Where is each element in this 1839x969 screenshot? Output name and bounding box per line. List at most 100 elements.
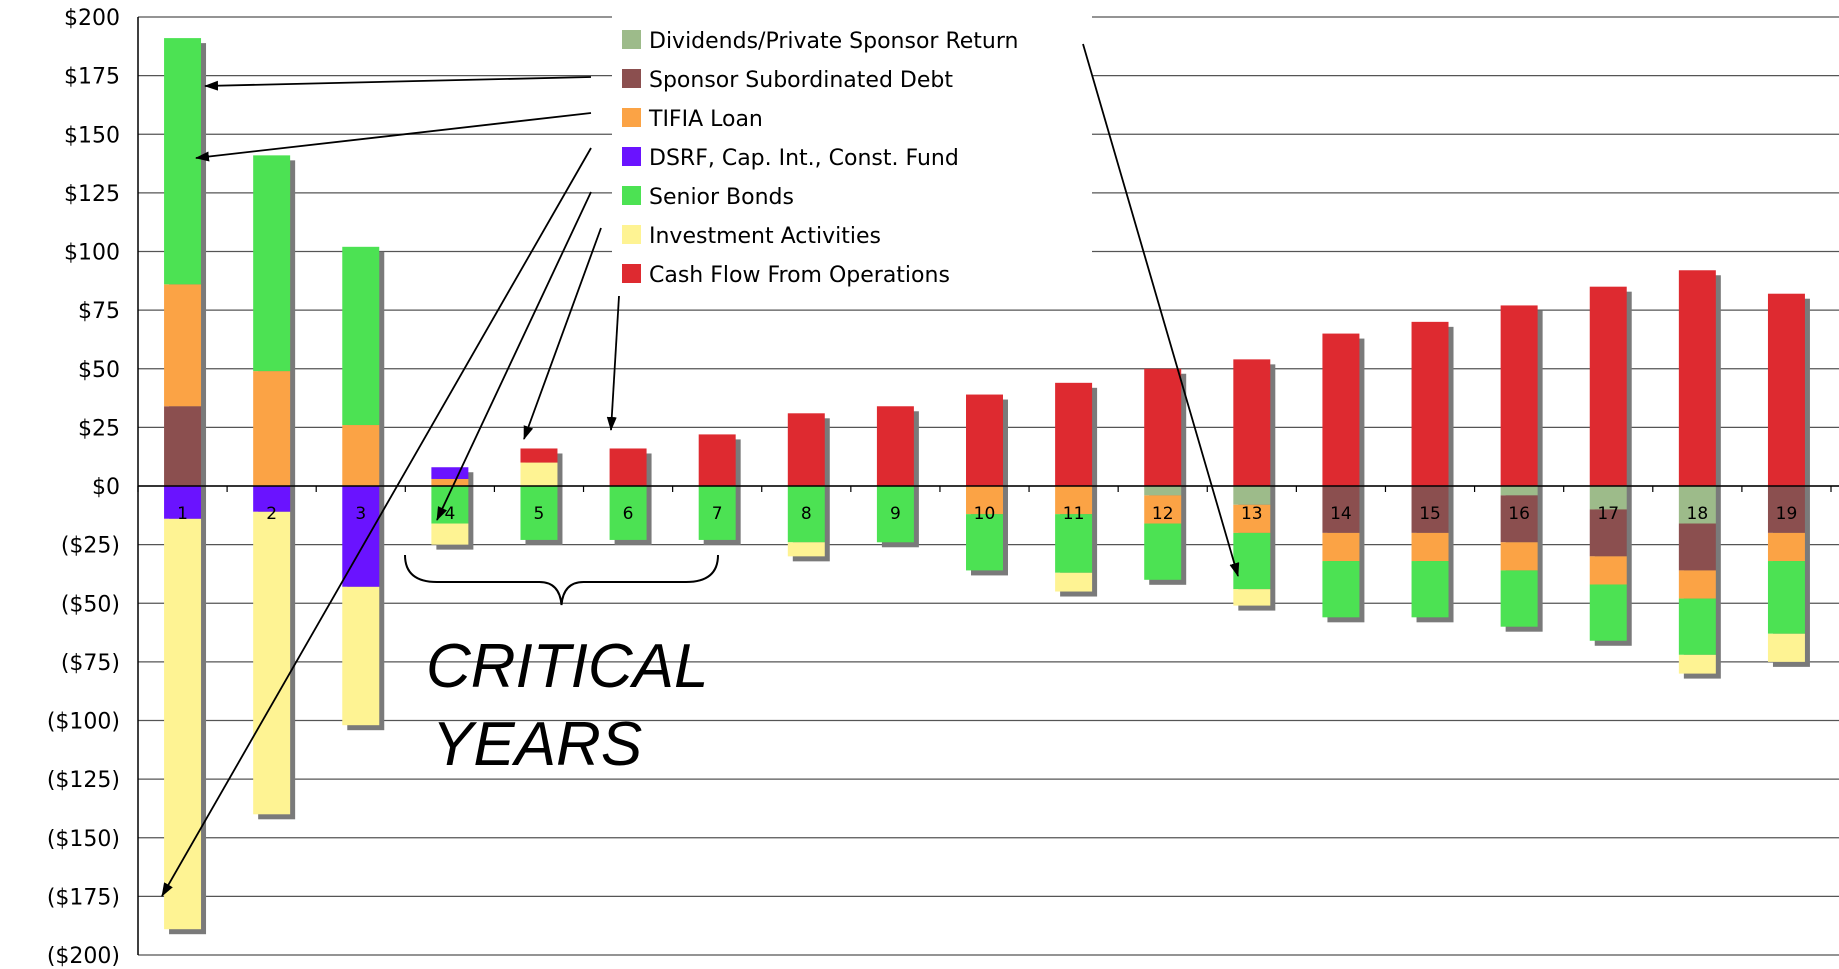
bar-segment: [1589, 584, 1627, 641]
bar-segment: [1233, 359, 1271, 486]
category-label: 7: [712, 504, 723, 524]
y-tick-label: $100: [64, 241, 120, 266]
bar-segment: [1678, 486, 1716, 524]
category-label: 9: [890, 504, 901, 524]
bar-segment: [1589, 286, 1627, 486]
category-label: 8: [801, 504, 812, 524]
legend-swatch: [622, 30, 641, 49]
bar-segment: [1322, 532, 1360, 562]
bar-segment: [609, 448, 647, 486]
bar-segment: [520, 448, 558, 463]
category-label: 10: [974, 504, 996, 524]
bar-segment: [1411, 321, 1449, 486]
bar-segment: [787, 486, 825, 543]
bar-segment: [1055, 572, 1093, 592]
bar-segment: [342, 586, 380, 726]
category-label: 15: [1419, 504, 1441, 524]
category-label: 18: [1687, 504, 1709, 524]
y-tick-label: ($200): [47, 944, 120, 969]
legend-swatch: [622, 108, 641, 127]
bar-segments: [164, 38, 1805, 930]
bar-segment: [164, 518, 202, 930]
y-tick-label: $125: [64, 182, 120, 207]
category-label: 14: [1330, 504, 1352, 524]
bar-segment: [1144, 523, 1182, 580]
bar-segment: [966, 394, 1003, 486]
bar-segment: [1767, 633, 1805, 662]
y-tick-label: $175: [64, 65, 120, 90]
bar-segment: [787, 413, 825, 486]
annotation-arrow: [195, 112, 592, 162]
bar-segment: [1411, 561, 1449, 618]
bar-segment: [1500, 542, 1538, 571]
critical-label-line2: YEARS: [432, 710, 642, 779]
bar-segment: [253, 371, 291, 486]
category-label: 6: [623, 504, 634, 524]
y-tick-label: ($75): [61, 651, 120, 676]
bar-segment: [1678, 654, 1716, 674]
legend-background: [612, 16, 1092, 298]
bar-segment: [1233, 486, 1271, 505]
bar-segment: [966, 514, 1003, 571]
bar-segment: [1233, 504, 1271, 533]
bar-segment: [1589, 486, 1627, 510]
legend-swatch: [622, 264, 641, 283]
y-tick-label: ($50): [61, 592, 120, 617]
bar-segment: [698, 434, 736, 486]
category-label: 1: [177, 504, 188, 524]
legend-swatch: [622, 69, 641, 88]
category-label: 16: [1508, 504, 1530, 524]
category-label: 4: [444, 504, 455, 524]
bar-segment: [876, 486, 914, 543]
annotation-arrow: [1082, 43, 1240, 577]
y-axis-tick-labels: $200 $175 $150 $125 $100 $75 $50 $25 $0 ($25) ($50…: [47, 6, 120, 969]
y-tick-label: $0: [92, 475, 120, 500]
bar-segment: [1500, 305, 1538, 486]
bar-segment: [609, 486, 647, 540]
y-tick-label: $25: [78, 416, 120, 441]
category-label: 2: [266, 504, 277, 524]
critical-years-brace: [404, 554, 719, 606]
category-label: 11: [1063, 504, 1085, 524]
y-tick-label: $200: [64, 6, 120, 31]
y-tick-label: ($100): [47, 710, 120, 735]
bar-segment: [1322, 333, 1360, 486]
bar-segment: [787, 542, 825, 557]
bar-segment: [253, 155, 291, 372]
bar-segment: [1233, 532, 1271, 590]
category-label: 13: [1241, 504, 1263, 524]
bar-segment: [164, 38, 202, 285]
y-tick-label: ($125): [47, 768, 120, 793]
category-label: 5: [534, 504, 545, 524]
annotation-arrow: [161, 147, 592, 897]
category-label: 19: [1776, 504, 1798, 524]
bar-segment: [1144, 495, 1182, 524]
legend-label: Cash Flow From Operations: [649, 263, 950, 288]
bar-segment: [1411, 532, 1449, 562]
legend-swatch: [622, 186, 641, 205]
bar-segment: [1767, 532, 1805, 562]
bar-segment: [1144, 486, 1182, 496]
y-tick-label: ($175): [47, 885, 120, 910]
bar-segment: [164, 486, 202, 519]
bar-segment: [1144, 368, 1182, 486]
category-label: 3: [355, 504, 366, 524]
y-tick-label: $50: [78, 358, 120, 383]
legend-label: Dividends/Private Sponsor Return: [649, 29, 1018, 54]
bar-segment: [1055, 486, 1093, 515]
bar-segment: [164, 284, 202, 407]
bar-segment: [1055, 514, 1093, 573]
legend-swatch: [622, 225, 641, 244]
legend-label: Investment Activities: [649, 224, 881, 249]
bar-segment: [1767, 561, 1805, 634]
bar-segment: [164, 406, 202, 486]
bar-segment: [1678, 523, 1716, 571]
bar-segment: [1767, 486, 1805, 533]
bar-segment: [1322, 561, 1360, 618]
bar-segment: [1678, 570, 1716, 599]
legend-swatch: [622, 147, 641, 166]
bar-segment: [1500, 570, 1538, 627]
critical-label-line1: CRITICAL: [426, 632, 708, 701]
y-tick-label: $75: [78, 299, 120, 324]
